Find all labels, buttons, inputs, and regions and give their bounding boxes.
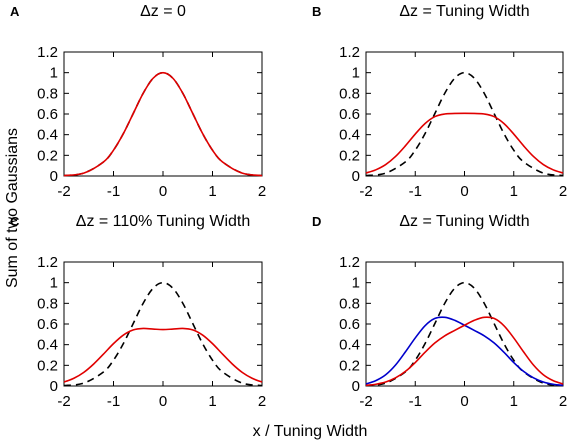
x-tick-label: 2 (258, 393, 266, 410)
reference-gaussian-line-b-0 (365, 71, 564, 177)
y-tick-label: 1 (50, 275, 58, 292)
x-tick-label: 0 (159, 183, 167, 200)
x-tick-label: 2 (258, 183, 266, 200)
y-tick-label: 1.2 (339, 254, 360, 271)
x-tick-label: 2 (559, 183, 567, 200)
y-tick-label: 0.4 (37, 337, 58, 354)
y-tick-label: 0 (352, 168, 360, 185)
x-tick-label: 1 (510, 183, 518, 200)
y-tick-label: 1 (352, 275, 360, 292)
sum-curve-line-d-2 (365, 316, 564, 387)
y-tick-label: 0.6 (37, 316, 58, 333)
x-tick-label: -1 (107, 183, 120, 200)
panel-d: D Δz = Tuning Width -2 -1 0 1 2 0 0.2 0.4 0.6 0.8 1 1… (312, 213, 567, 410)
y-tick-label: 0 (352, 378, 360, 395)
reference-gaussian-line-c-0 (63, 281, 263, 387)
panel-letter-b: B (312, 4, 321, 19)
sum-curve-line-c-1 (63, 327, 263, 383)
y-tick-label: 0.8 (339, 85, 360, 102)
x-tick-label: -2 (57, 183, 70, 200)
y-tick-label: 0 (50, 378, 58, 395)
x-tick-label: 1 (208, 393, 216, 410)
x-tick-label: 0 (460, 183, 468, 200)
panel-title-c: Δz = 110% Tuning Width (76, 213, 250, 230)
y-tick-label: 1 (352, 65, 360, 82)
x-tick-label: -1 (409, 393, 422, 410)
x-tick-label: -2 (359, 393, 372, 410)
panel-title-d: Δz = Tuning Width (399, 213, 529, 230)
panel-letter-d: D (312, 214, 321, 229)
y-tick-label: 0.4 (37, 127, 58, 144)
x-axis-label: x / Tuning Width (253, 423, 368, 440)
x-tick-label: 1 (208, 183, 216, 200)
y-tick-label: 1.2 (37, 44, 58, 61)
panel-c: C Δz = 110% Tuning Width -2 -1 0 1 2 0 0.2 0.4 0.6… (10, 213, 266, 410)
plot-frame (63, 51, 263, 177)
y-tick-label: 0.6 (37, 106, 58, 123)
y-tick-label: 0.6 (339, 316, 360, 333)
x-tick-label: -2 (57, 393, 70, 410)
reference-gaussian-line-d-0 (365, 281, 564, 387)
x-tick-label: -1 (107, 393, 120, 410)
x-tick-label: 0 (159, 393, 167, 410)
reference-gaussian-line-a-0 (63, 71, 263, 177)
y-tick-label: 0.4 (339, 337, 360, 354)
x-tick-label: -2 (359, 183, 372, 200)
sum-curve-line-b-1 (365, 112, 564, 174)
y-tick-label: 1.2 (37, 254, 58, 271)
y-tick-label: 0.8 (339, 295, 360, 312)
panel-a: A Δz = 0 -2 -1 0 1 2 0 0.2 0.4 0.6 0.8 1 1.2 (10, 3, 266, 200)
y-tick-label: 1 (50, 65, 58, 82)
panel-title-b: Δz = Tuning Width (399, 3, 529, 20)
sum-curve-line-a-1 (63, 71, 263, 177)
panel-b: B Δz = Tuning Width -2 -1 0 1 2 0 0.2 0.4 0.6 0.8 1 1… (312, 3, 567, 200)
y-tick-label: 0.4 (339, 127, 360, 144)
y-tick-label: 0.2 (339, 147, 360, 164)
y-tick-label: 0 (50, 168, 58, 185)
panel-letter-a: A (10, 4, 20, 19)
sum-curve-line-d-1 (365, 316, 564, 387)
panel-title-a: Δz = 0 (140, 3, 186, 20)
panel-letter-c: C (10, 214, 20, 229)
x-tick-label: 2 (559, 393, 567, 410)
x-tick-label: -1 (409, 183, 422, 200)
y-axis-label: Sum of two Gaussians (4, 128, 21, 288)
y-tick-label: 0.8 (37, 295, 58, 312)
x-tick-label: 1 (510, 393, 518, 410)
plot-frame (63, 261, 263, 387)
plot-frame (365, 261, 564, 387)
y-tick-label: 1.2 (339, 44, 360, 61)
y-tick-label: 0.2 (339, 357, 360, 374)
y-tick-label: 0.2 (37, 147, 58, 164)
y-tick-label: 0.2 (37, 357, 58, 374)
y-tick-label: 0.6 (339, 106, 360, 123)
x-tick-label: 0 (460, 393, 468, 410)
y-tick-label: 0.8 (37, 85, 58, 102)
